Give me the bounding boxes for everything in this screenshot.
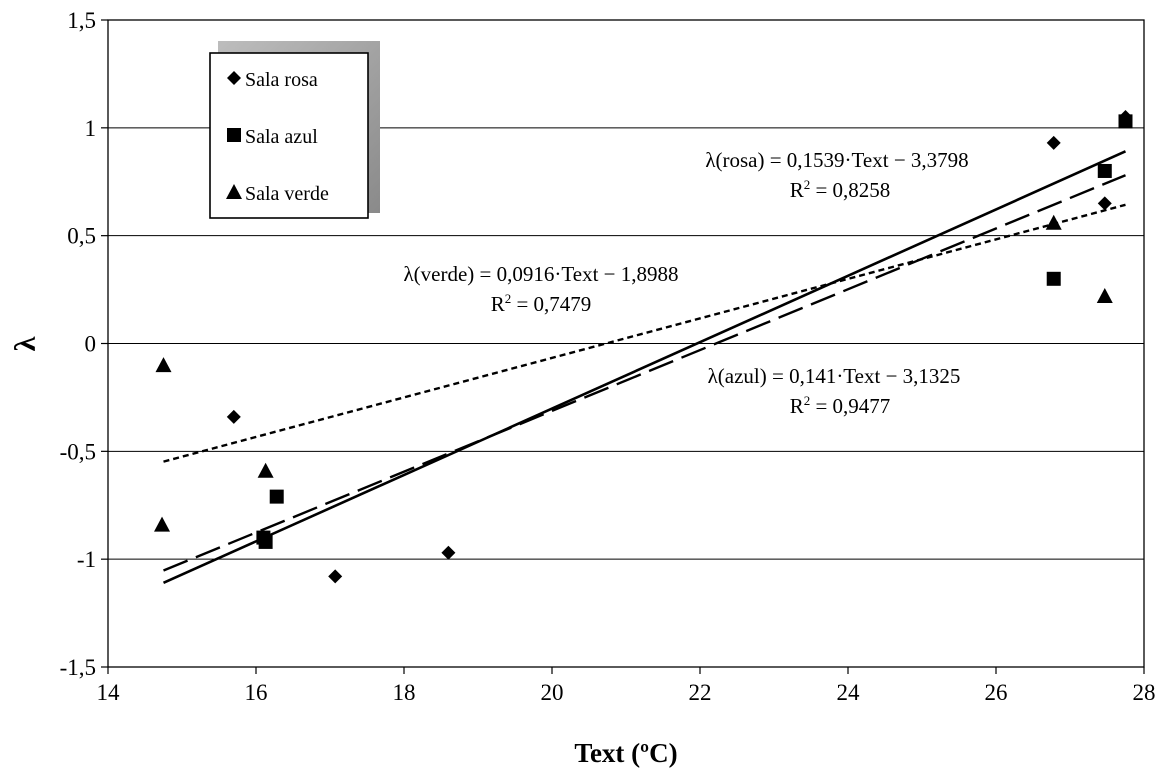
- legend-marker-sala-azul: [227, 128, 241, 142]
- x-tick-label: 26: [985, 680, 1008, 705]
- y-tick-label: 0: [85, 332, 97, 357]
- y-tick-label: 1: [85, 116, 97, 141]
- data-point-sala-verde: [154, 516, 171, 532]
- trendline-sala-rosa: [162, 150, 1127, 585]
- equation-labels: λ(rosa) = 0,1539·Text − 3,3798 R2 = 0,82…: [404, 148, 969, 418]
- y-tick-label: -1: [77, 547, 96, 572]
- trendlines: [162, 150, 1127, 585]
- equation-azul: λ(azul) = 0,141·Text − 3,1325: [708, 364, 961, 388]
- r2-rosa-superscript: 2: [804, 177, 811, 192]
- legend: Sala rosa Sala azul Sala verde: [209, 41, 380, 219]
- y-tick-label: -0,5: [60, 439, 96, 464]
- data-point-sala-azul: [269, 489, 284, 504]
- data-point-sala-verde: [155, 357, 172, 373]
- data-point-sala-azul: [1118, 114, 1133, 129]
- r2-azul: R2 = 0,9477: [790, 393, 891, 418]
- r2-azul-superscript: 2: [804, 393, 811, 408]
- x-tick-label: 20: [541, 680, 564, 705]
- equation-verde: λ(verde) = 0,0916·Text − 1,8988: [404, 262, 679, 286]
- y-tick-label: 0,5: [67, 224, 96, 249]
- x-tick-label: 14: [97, 680, 121, 705]
- data-points: [154, 110, 1133, 584]
- data-point-sala-verde: [1045, 214, 1062, 230]
- x-tick-label: 24: [837, 680, 861, 705]
- legend-label: Sala azul: [245, 126, 318, 148]
- legend-label: Sala rosa: [245, 69, 318, 91]
- data-point-sala-rosa: [226, 409, 241, 424]
- equation-rosa: λ(rosa) = 0,1539·Text − 3,3798: [705, 148, 968, 172]
- x-tick-label: 18: [393, 680, 416, 705]
- legend-marker-sala-verde: [226, 184, 242, 199]
- data-point-sala-azul: [258, 534, 273, 549]
- data-point-sala-azul: [1046, 271, 1061, 286]
- legend-marker-sala-rosa: [227, 71, 241, 85]
- x-tick-label: 28: [1133, 680, 1156, 705]
- data-point-sala-verde: [1096, 288, 1113, 304]
- trendline-sala-azul: [163, 174, 1126, 572]
- r2-verde-superscript: 2: [505, 291, 512, 306]
- data-point-sala-rosa: [441, 545, 456, 560]
- data-point-sala-rosa: [1046, 135, 1061, 150]
- y-tick-label: -1,5: [60, 655, 96, 680]
- y-tick-label: 1,5: [67, 8, 96, 33]
- data-point-sala-rosa: [328, 569, 343, 584]
- data-point-sala-verde: [257, 462, 274, 478]
- x-axis-title: Text (ºC): [574, 738, 677, 768]
- x-tick-label: 22: [689, 680, 712, 705]
- y-axis-title: λ: [9, 336, 42, 351]
- x-tick-label: 16: [245, 680, 268, 705]
- data-point-sala-rosa: [1097, 196, 1112, 211]
- r2-rosa: R2 = 0,8258: [790, 177, 891, 202]
- data-point-sala-azul: [1097, 163, 1112, 178]
- r2-verde: R2 = 0,7479: [491, 291, 592, 316]
- legend-items: Sala rosa Sala azul Sala verde: [226, 69, 329, 205]
- trendline-sala-verde: [163, 203, 1126, 463]
- axis-ticks: -1,5-1-0,500,511,514 16 18 20 22 24 26 28: [60, 8, 1156, 705]
- legend-label: Sala verde: [245, 183, 329, 205]
